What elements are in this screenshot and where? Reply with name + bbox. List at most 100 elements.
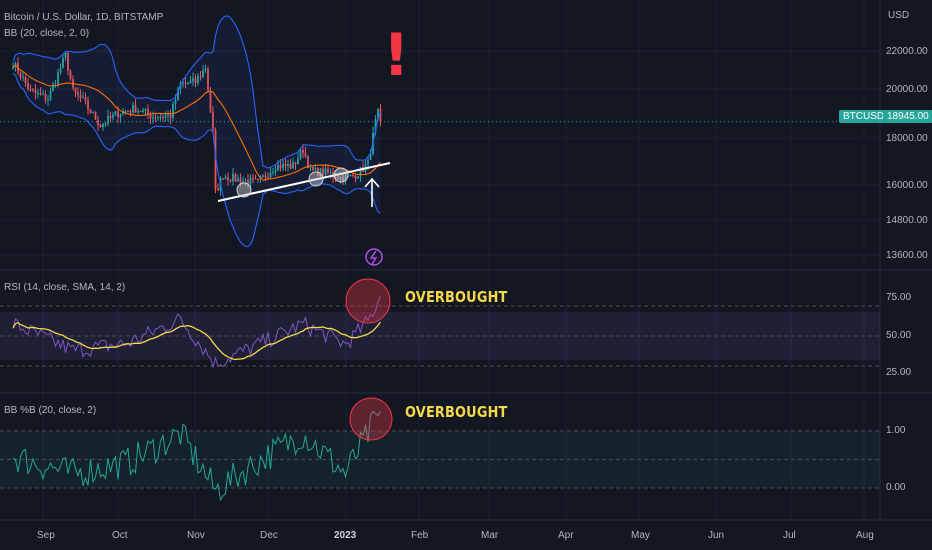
candle-body: [252, 177, 254, 179]
overbought-circle-pctb: [349, 397, 393, 441]
candle-body: [379, 108, 382, 122]
candle-body: [307, 156, 309, 169]
candle-body: [204, 68, 207, 71]
candle-body: [254, 178, 257, 180]
candle-body: [149, 114, 152, 119]
rsi-tick: 75.00: [886, 292, 912, 303]
x-tick: 2023: [334, 530, 357, 541]
x-tick: May: [631, 530, 650, 541]
rsi-tick: 50.00: [886, 330, 912, 341]
candle-body: [197, 76, 199, 83]
candle-body: [177, 88, 179, 101]
candle-body: [279, 164, 282, 169]
price-tick: 16000.00: [886, 180, 928, 191]
candle-body: [24, 77, 27, 83]
candle-body: [117, 111, 119, 118]
candle-body: [239, 178, 242, 184]
candle-body: [294, 162, 297, 165]
candle-body: [172, 103, 174, 118]
candle-body: [292, 162, 294, 169]
support-trendline: [217, 162, 391, 202]
bb-basis: [12, 64, 381, 181]
x-tick: Jun: [708, 530, 725, 541]
pctb-band-fill: [0, 431, 880, 488]
candle-body: [99, 124, 102, 127]
candle-body: [27, 82, 29, 89]
candle-body: [107, 115, 109, 124]
candle-body: [374, 119, 377, 133]
rsi-band-fill: [0, 312, 880, 360]
pctb-tick: 1.00: [886, 425, 906, 436]
candle-body: [377, 108, 379, 120]
candle-body: [222, 178, 224, 180]
candle-body: [97, 119, 99, 125]
candle-body: [187, 83, 189, 85]
rsi-indicator-label[interactable]: RSI (14, close, SMA, 14, 2): [4, 282, 126, 293]
candle-body: [212, 111, 214, 130]
candle-body: [89, 109, 92, 113]
ticker-tag: BTCUSD: [839, 110, 889, 123]
bb-fill: [13, 16, 381, 247]
candle-body: [134, 105, 137, 113]
support-touch-circle: [236, 182, 252, 198]
candle-body: [192, 78, 194, 81]
overbought-rsi-label: OVERBOUGHT: [405, 288, 508, 306]
candle-body: [162, 116, 164, 118]
candle-body: [132, 105, 134, 113]
candle-body: [39, 92, 42, 95]
pctb-indicator-label[interactable]: BB %B (20, close, 2): [4, 405, 97, 416]
price-tick: 18000.00: [886, 133, 928, 144]
support-touch-circle: [308, 171, 324, 187]
candle-body: [359, 166, 362, 177]
candle-body: [154, 117, 157, 119]
candle-body: [69, 70, 72, 80]
candle-body: [44, 93, 47, 101]
candle-body: [94, 111, 97, 120]
candle-body: [202, 70, 204, 77]
candle-body: [242, 181, 244, 184]
candle-body: [19, 72, 22, 78]
bb-indicator-label[interactable]: BB (20, close, 2, 0): [4, 28, 90, 39]
chart-title: Bitcoin / U.S. Dollar, 1D, BITSTAMP: [4, 12, 164, 23]
x-tick: Jul: [783, 530, 796, 541]
overbought-pctb-label: OVERBOUGHT: [405, 403, 508, 421]
candle-body: [167, 114, 169, 116]
last-price-tag: 18945.00: [883, 110, 932, 123]
candle-body: [334, 176, 337, 179]
candle-body: [137, 110, 139, 113]
candle-body: [329, 172, 332, 174]
candle-body: [62, 57, 64, 69]
x-tick: Aug: [856, 530, 874, 541]
arrow-up-icon: [364, 177, 380, 207]
candle-body: [194, 78, 197, 83]
bb-lower-band: [12, 72, 381, 248]
candle-body: [189, 80, 192, 84]
candle-body: [34, 90, 37, 94]
candle-body: [302, 149, 304, 153]
candle-body: [264, 175, 267, 178]
candle-body: [79, 94, 82, 98]
candle-body: [159, 116, 162, 118]
candle-body: [67, 52, 69, 71]
x-tick: Apr: [558, 530, 574, 541]
candle-body: [357, 176, 359, 179]
candle-body: [144, 109, 147, 111]
candle-body: [344, 176, 347, 183]
candle-body: [314, 167, 317, 170]
candle-body: [342, 176, 344, 183]
candle-body: [122, 111, 124, 115]
candle-body: [272, 172, 274, 174]
x-tick: Mar: [481, 530, 499, 541]
rsi-tick: 25.00: [886, 367, 912, 378]
candle-body: [92, 111, 94, 113]
candle-body: [297, 158, 299, 165]
candle-body: [354, 175, 357, 179]
candle-body: [282, 163, 284, 169]
candle-body: [217, 188, 219, 191]
candle-body: [152, 117, 154, 119]
overbought-circle-rsi: [345, 278, 391, 324]
candle-body: [324, 168, 327, 176]
candle-body: [269, 172, 272, 178]
currency-label: USD: [888, 10, 910, 21]
